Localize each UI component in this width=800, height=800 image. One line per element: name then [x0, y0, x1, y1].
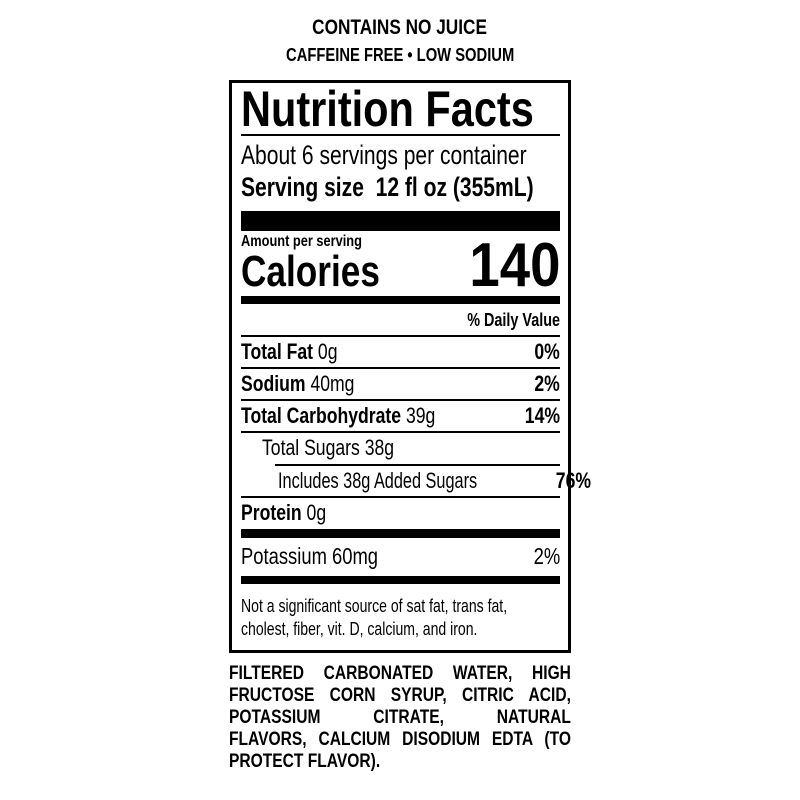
calories-value: 140 [468, 231, 560, 300]
servings-per-container: About 6 servings per container [241, 140, 527, 170]
footnote: Not a significant source of sat fat, tra… [241, 596, 508, 639]
ingredients: FILTERED CARBONATED WATER, HIGH FRUCTOSE… [229, 663, 571, 772]
divider [241, 335, 560, 337]
divider [241, 431, 560, 433]
nutrient-row-sodium: Sodium 40mg 2% [241, 371, 560, 396]
thick-divider [241, 529, 560, 538]
divider [241, 367, 560, 369]
contains-no-juice: CONTAINS NO JUICE [312, 16, 488, 39]
calories-row: Calories 140 [241, 231, 560, 300]
medium-divider [241, 296, 560, 304]
nutrient-row-protein: Protein 0g [241, 500, 327, 525]
calories-label: Calories [241, 247, 380, 296]
nutrition-facts-panel [229, 80, 571, 653]
nutrient-row-added-sugars: Includes 38g Added Sugars 76% [278, 468, 592, 493]
nutrient-row-total-sugars: Total Sugars 38g [262, 435, 395, 460]
divider [241, 134, 560, 136]
divider [275, 464, 560, 466]
daily-value-header: % Daily Value [467, 310, 560, 330]
serving-size: Serving size 12 fl oz (355mL) [241, 172, 534, 202]
amount-per-serving: Amount per serving [241, 233, 362, 250]
nutrient-row-total-carbohydrate: Total Carbohydrate 39g 14% [241, 403, 560, 428]
thick-divider [241, 211, 560, 231]
divider [241, 399, 560, 401]
caffeine-free-low-sodium: CAFFEINE FREE • LOW SODIUM [285, 45, 515, 65]
divider [241, 496, 560, 498]
medium-divider [241, 576, 560, 584]
nutrition-facts-title: Nutrition Facts [241, 81, 534, 137]
nutrient-row-total-fat: Total Fat 0g 0% [241, 339, 560, 364]
nutrient-row-potassium: Potassium 60mg 2% [241, 543, 560, 569]
